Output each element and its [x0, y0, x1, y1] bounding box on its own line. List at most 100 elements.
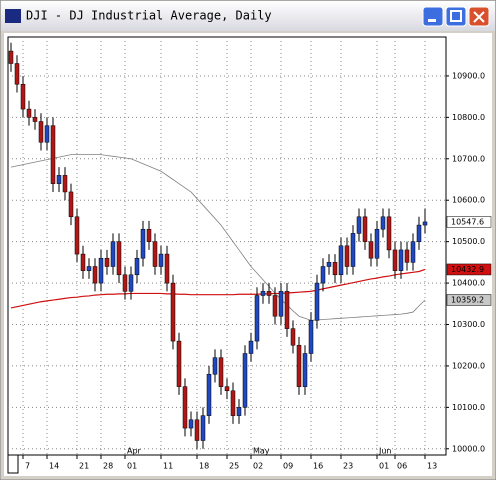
minimize-button[interactable]: [422, 6, 444, 27]
y-tick-label: 10500.0: [452, 237, 485, 246]
x-tick-label: 18: [199, 462, 209, 471]
x-tick-label: 23: [343, 462, 353, 471]
x-tick-label: 01: [127, 462, 137, 471]
x-tick-label: 02: [253, 462, 263, 471]
candle-body: [38, 121, 44, 143]
candle-body: [170, 282, 176, 342]
candle-body: [338, 245, 344, 276]
candle-body: [308, 320, 314, 354]
candle-body: [212, 357, 218, 375]
price-tag: [446, 263, 492, 276]
candle-body: [296, 344, 302, 387]
candle-body: [50, 125, 56, 184]
candle-body: [248, 340, 254, 354]
candle-body: [260, 291, 266, 296]
y-tick-label: 10800.0: [452, 113, 485, 122]
candle-body: [194, 419, 200, 441]
candle-body: [326, 262, 332, 267]
y-tick-label: 10300.0: [452, 320, 485, 329]
candle-body: [44, 125, 50, 143]
x-tick-label: 11: [163, 462, 173, 471]
candle-body: [110, 241, 116, 267]
y-tick-label: 10900.0: [452, 71, 485, 80]
candle-body: [272, 295, 278, 317]
candle-body: [356, 216, 362, 234]
candle-body: [80, 253, 86, 271]
candle-body: [344, 245, 350, 267]
candle-body: [182, 386, 188, 429]
y-tick-label: 10700.0: [452, 154, 485, 163]
candle-body: [152, 241, 158, 267]
candle-body: [68, 191, 74, 218]
window-title: DJI - DJ Industrial Average, Daily: [26, 9, 272, 23]
candle-body: [416, 224, 422, 242]
candle-body: [206, 373, 212, 416]
x-tick-label: 25: [229, 462, 239, 471]
price-tag: [446, 216, 492, 228]
candle-body: [140, 228, 146, 259]
y-tick-label: 10200.0: [452, 361, 485, 370]
x-tick-label: 16: [313, 462, 323, 471]
candle-body: [176, 340, 182, 387]
candle-body: [332, 262, 338, 276]
candle-body: [320, 266, 326, 284]
y-tick-label: 10600.0: [452, 196, 485, 205]
x-tick-label: 14: [49, 462, 59, 471]
moving-average: [10, 154, 426, 321]
moving-average: [10, 268, 426, 309]
candle-body: [290, 328, 296, 346]
candle-body: [32, 117, 38, 122]
candle-body: [86, 266, 92, 271]
candle-body: [278, 291, 284, 317]
candle-body: [404, 249, 410, 263]
candle-body: [116, 241, 122, 276]
candle-body: [200, 415, 206, 441]
candle-body: [14, 63, 20, 85]
candle-body: [92, 266, 98, 284]
candle-body: [218, 357, 224, 387]
month-label: Apr: [127, 447, 142, 456]
candle-body: [62, 175, 68, 193]
price-tag: [446, 294, 492, 306]
candle-body: [74, 216, 80, 255]
title-bar: [1, 1, 495, 31]
candle-body: [104, 257, 110, 267]
close-button[interactable]: [468, 6, 490, 27]
candle-body: [398, 249, 404, 271]
candle-body: [56, 175, 62, 184]
candle-body: [8, 50, 14, 64]
candle-body: [254, 295, 260, 342]
app-icon: [5, 9, 21, 23]
candle-body: [314, 282, 320, 321]
candle-body: [302, 353, 308, 387]
candle-body: [242, 353, 248, 408]
y-tick-label: 10000.0: [452, 444, 485, 453]
candle-body: [230, 390, 236, 416]
candle-body: [164, 253, 170, 284]
x-tick-label: 09: [283, 462, 293, 471]
candle-body: [134, 257, 140, 276]
candle-body: [98, 257, 104, 284]
x-tick-label: 28: [103, 462, 113, 471]
maximize-button[interactable]: [445, 6, 467, 27]
candle-body: [20, 83, 26, 110]
month-label: Jun: [378, 447, 392, 456]
candle-body: [128, 274, 134, 292]
candle-body: [410, 241, 416, 263]
scroll-handle[interactable]: [7, 454, 19, 474]
x-tick-label: 06: [397, 462, 407, 471]
price-tag-label: 10359.2: [451, 295, 484, 304]
candle-body: [188, 419, 194, 429]
candle-body: [236, 407, 242, 416]
candle-body: [368, 241, 374, 259]
candle-body: [26, 108, 32, 118]
candle-body: [350, 233, 356, 267]
x-tick-label: 01: [379, 462, 389, 471]
candle-body: [386, 216, 392, 251]
candle-body: [362, 216, 368, 242]
candle-body: [146, 228, 152, 242]
y-tick-label: 10100.0: [452, 403, 485, 412]
price-tag-label: 10547.6: [451, 217, 484, 226]
candle-body: [284, 291, 290, 329]
